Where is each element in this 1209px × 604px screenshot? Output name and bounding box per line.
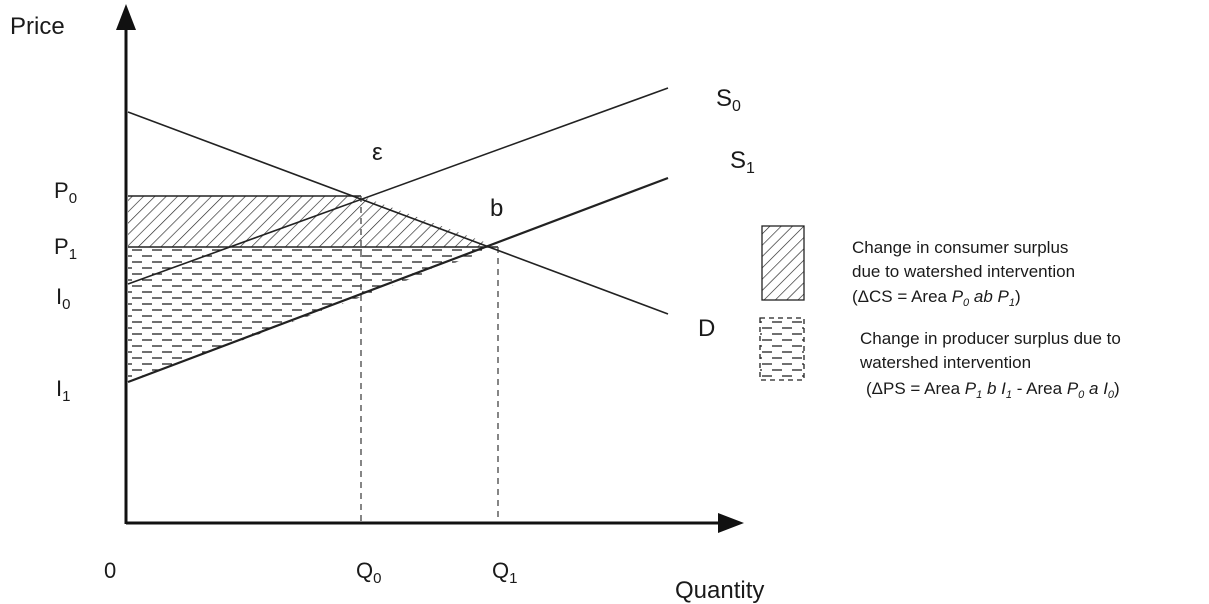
label-d: D: [698, 315, 715, 342]
x-axis-title: Quantity: [675, 577, 764, 604]
producer-surplus-area: [128, 247, 498, 382]
tick-q0: Q0: [356, 558, 381, 587]
point-label-a: ε: [372, 139, 383, 166]
tick-i1: I1: [56, 376, 70, 405]
tick-p0: P0: [54, 178, 77, 207]
y-axis-title: Price: [10, 13, 65, 40]
legend-ps-formula: (ΔPS = Area P1 b I1 - Area P0 a I0): [866, 379, 1120, 401]
tick-i0: I0: [56, 284, 70, 313]
origin-label: 0: [104, 558, 116, 583]
legend-swatch-consumer: [761, 225, 805, 301]
label-s0: S0: [716, 85, 741, 115]
legend-swatch-producer: [759, 317, 805, 381]
label-s1: S1: [730, 147, 755, 177]
tick-p1: P1: [54, 234, 77, 263]
legend-cs-line2: due to watershed intervention: [852, 262, 1075, 281]
legend-cs-formula: (ΔCS = Area P0 ab P1): [852, 287, 1021, 309]
x-axis-arrow: [718, 513, 744, 533]
demand-curve: [127, 111, 669, 315]
point-label-b: b: [490, 195, 503, 222]
legend-ps-line2: watershed intervention: [859, 353, 1031, 372]
legend-ps-line1: Change in producer surplus due to: [860, 329, 1121, 348]
tick-q1: Q1: [492, 558, 517, 587]
supply-curve-s1: [127, 176, 669, 384]
legend-cs-line1: Change in consumer surplus: [852, 238, 1068, 257]
supply-curve-s0: [127, 87, 669, 285]
y-axis-arrow: [116, 4, 136, 30]
consumer-surplus-area: [128, 196, 498, 247]
